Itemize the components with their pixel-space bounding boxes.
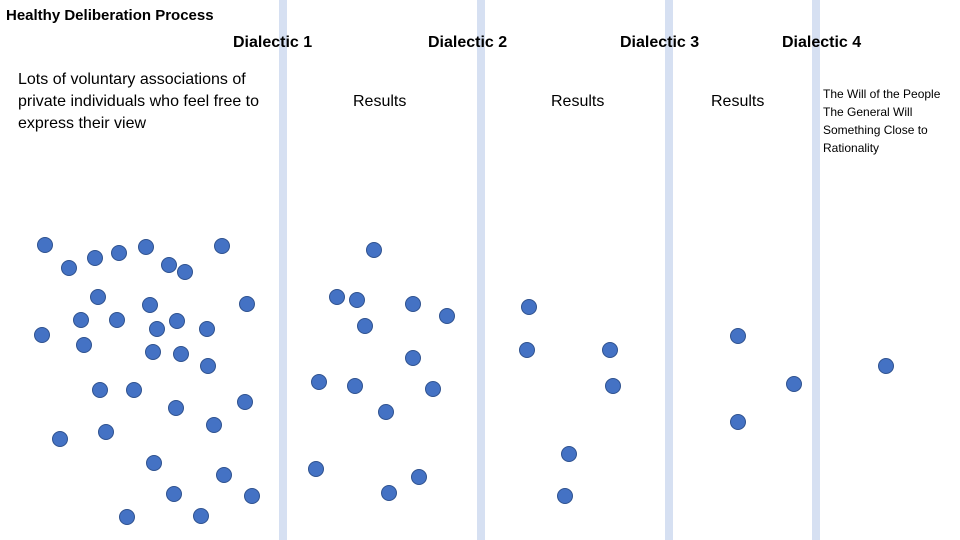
outcome-line-1: The Will of the People — [823, 87, 941, 101]
stage-1-dot-14 — [381, 485, 397, 501]
stage-1-dot-7 — [405, 350, 421, 366]
results-label-1: Results — [353, 93, 407, 110]
stage-0-dot-9 — [90, 289, 106, 305]
stage-0-dot-24 — [168, 400, 184, 416]
divider-1 — [279, 0, 287, 540]
stage-0-dot-14 — [149, 321, 165, 337]
stage-0-dot-5 — [138, 239, 154, 255]
stage-0-dot-33 — [119, 509, 135, 525]
stage-2-dot-2 — [519, 342, 535, 358]
stage-1-dot-8 — [311, 374, 327, 390]
stage-label-2: Dialectic 2 — [428, 34, 508, 51]
stage-0-dot-13 — [109, 312, 125, 328]
stage-0-dot-12 — [73, 312, 89, 328]
stage-0-dot-32 — [244, 488, 260, 504]
stage-0-dot-3 — [87, 250, 103, 266]
stage-1-dot-2 — [329, 289, 345, 305]
stage-0-dot-26 — [206, 417, 222, 433]
divider-4 — [812, 0, 820, 540]
stage-0-dot-21 — [200, 358, 216, 374]
results-label-2: Results — [551, 93, 605, 110]
stage-0-dot-11 — [239, 296, 255, 312]
stage-0-dot-30 — [216, 467, 232, 483]
stage-1-dot-3 — [349, 292, 365, 308]
stage-4-dot-1 — [878, 358, 894, 374]
stage-2-dot-1 — [521, 299, 537, 315]
divider-3 — [665, 0, 673, 540]
stage-1-dot-9 — [347, 378, 363, 394]
stage-0-dot-34 — [193, 508, 209, 524]
stage-1-dot-6 — [357, 318, 373, 334]
stage-label-4: Dialectic 4 — [782, 34, 862, 51]
stage-2-dot-6 — [557, 488, 573, 504]
stage-1-dot-13 — [411, 469, 427, 485]
stage-0-dot-27 — [52, 431, 68, 447]
stage-0-dot-4 — [111, 245, 127, 261]
stage-0-dot-19 — [145, 344, 161, 360]
outcome-line-4: Rationality — [823, 141, 880, 155]
stage-0-dot-23 — [126, 382, 142, 398]
stage-0-dot-31 — [166, 486, 182, 502]
outcome-line-3: Something Close to — [823, 123, 928, 137]
stage-0-dot-17 — [34, 327, 50, 343]
diagram-title: Healthy Deliberation Process — [6, 7, 214, 24]
stage-0-dot-2 — [61, 260, 77, 276]
stage-1-dot-5 — [439, 308, 455, 324]
stage-0-dot-6 — [161, 257, 177, 273]
stage-3-dot-3 — [730, 414, 746, 430]
stage-0-dot-28 — [98, 424, 114, 440]
results-label-3: Results — [711, 93, 765, 110]
stage-0-dot-15 — [169, 313, 185, 329]
stage-label-1: Dialectic 1 — [233, 34, 313, 51]
stage-0-dot-20 — [173, 346, 189, 362]
stage-0-dot-18 — [76, 337, 92, 353]
stage-3-dot-2 — [786, 376, 802, 392]
stage-0-dot-25 — [237, 394, 253, 410]
stage-1-dot-12 — [308, 461, 324, 477]
intro-text: Lots of voluntary associations of privat… — [18, 71, 260, 132]
stage-0-dot-22 — [92, 382, 108, 398]
stage-1-dot-10 — [425, 381, 441, 397]
outcome-line-2: The General Will — [823, 105, 913, 119]
stage-0-dot-29 — [146, 455, 162, 471]
stage-2-dot-3 — [602, 342, 618, 358]
stage-3-dot-1 — [730, 328, 746, 344]
stage-0-dot-16 — [199, 321, 215, 337]
stage-0-dot-1 — [37, 237, 53, 253]
stage-1-dot-11 — [378, 404, 394, 420]
stage-2-dot-5 — [561, 446, 577, 462]
stage-1-dot-4 — [405, 296, 421, 312]
stage-label-3: Dialectic 3 — [620, 34, 700, 51]
outcome-text: The Will of the People The General Will … — [823, 85, 940, 157]
stage-0-dot-10 — [142, 297, 158, 313]
stage-1-dot-1 — [366, 242, 382, 258]
stage-0-dot-7 — [177, 264, 193, 280]
divider-2 — [477, 0, 485, 540]
stage-2-dot-4 — [605, 378, 621, 394]
stage-0-dot-8 — [214, 238, 230, 254]
